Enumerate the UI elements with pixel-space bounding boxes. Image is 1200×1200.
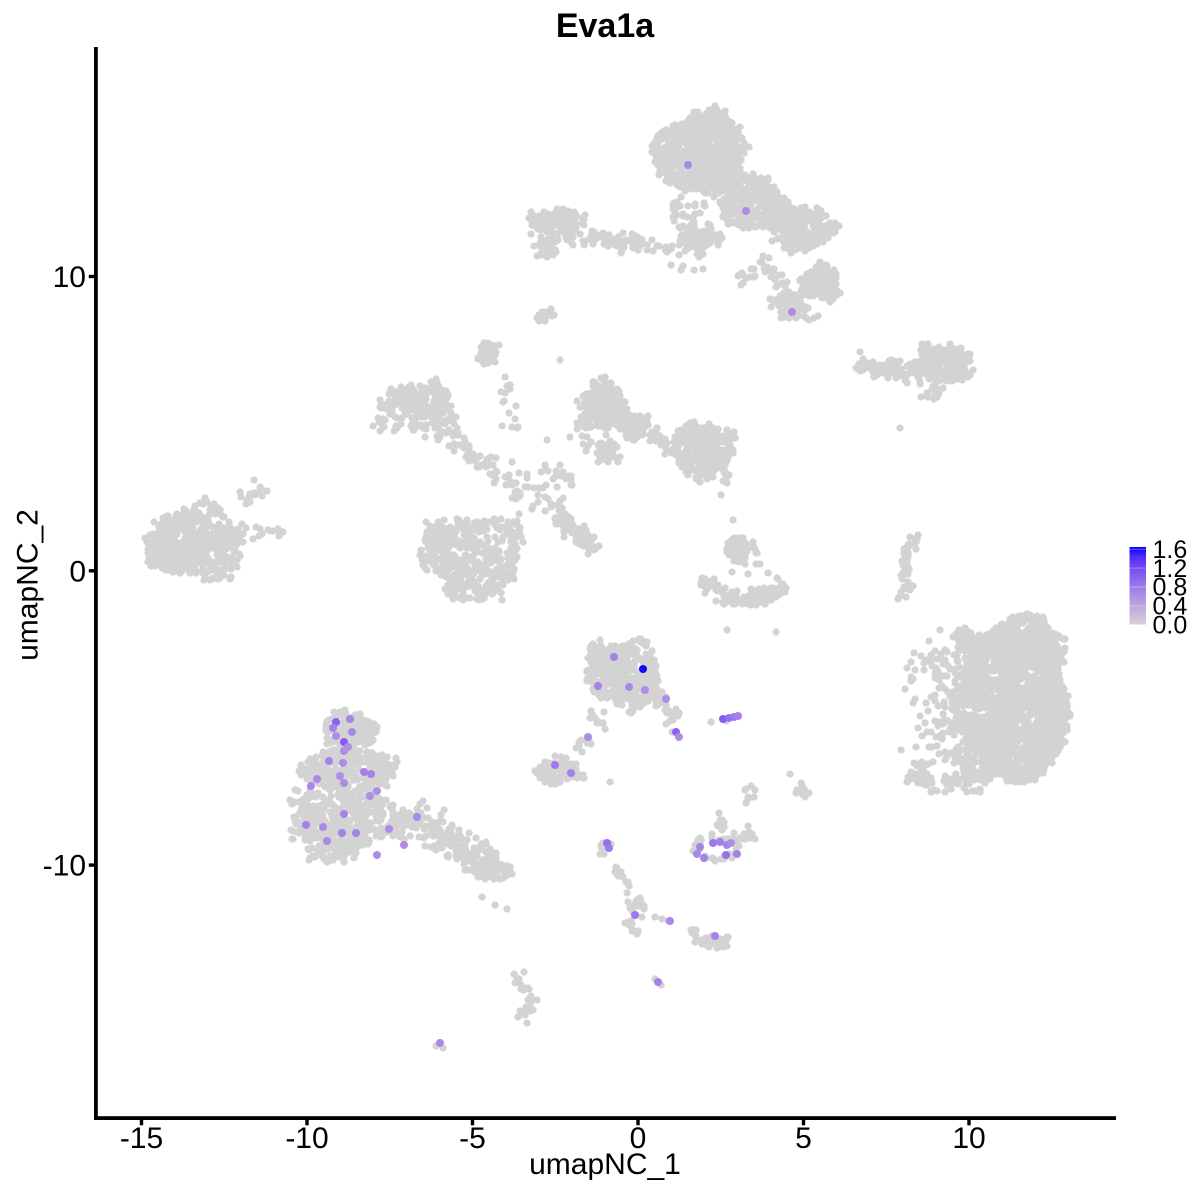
svg-text:0: 0 — [630, 1122, 647, 1155]
svg-text:-5: -5 — [459, 1122, 486, 1155]
svg-text:10: 10 — [952, 1122, 985, 1155]
svg-text:1.2: 1.2 — [1153, 555, 1188, 583]
svg-text:0.0: 0.0 — [1153, 611, 1188, 639]
svg-text:5: 5 — [795, 1122, 812, 1155]
svg-text:0.4: 0.4 — [1153, 593, 1188, 621]
svg-text:-10: -10 — [285, 1122, 328, 1155]
svg-text:10: 10 — [53, 261, 86, 294]
svg-text:umapNC_2: umapNC_2 — [12, 509, 45, 661]
svg-text:Eva1a: Eva1a — [556, 7, 655, 45]
svg-text:1.6: 1.6 — [1153, 536, 1188, 564]
svg-text:0: 0 — [69, 555, 86, 588]
svg-text:-15: -15 — [120, 1122, 163, 1155]
svg-text:umapNC_1: umapNC_1 — [529, 1148, 681, 1181]
svg-text:0.8: 0.8 — [1153, 574, 1188, 602]
svg-text:-10: -10 — [43, 850, 86, 883]
